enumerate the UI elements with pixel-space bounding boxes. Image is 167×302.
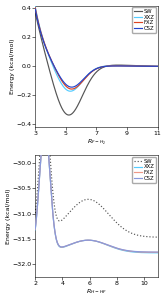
Legend: SW, XXZ, FXZ, CSZ: SW, XXZ, FXZ, CSZ — [132, 157, 156, 183]
Y-axis label: Energy (kcal/mol): Energy (kcal/mol) — [10, 39, 15, 94]
X-axis label: $R_{H-HF}$: $R_{H-HF}$ — [86, 288, 107, 297]
X-axis label: $R_{F-H_2}$: $R_{F-H_2}$ — [87, 138, 106, 147]
Y-axis label: Energy (kcal/mol): Energy (kcal/mol) — [6, 188, 11, 244]
Legend: SW, XXZ, FXZ, CSZ: SW, XXZ, FXZ, CSZ — [132, 7, 156, 33]
